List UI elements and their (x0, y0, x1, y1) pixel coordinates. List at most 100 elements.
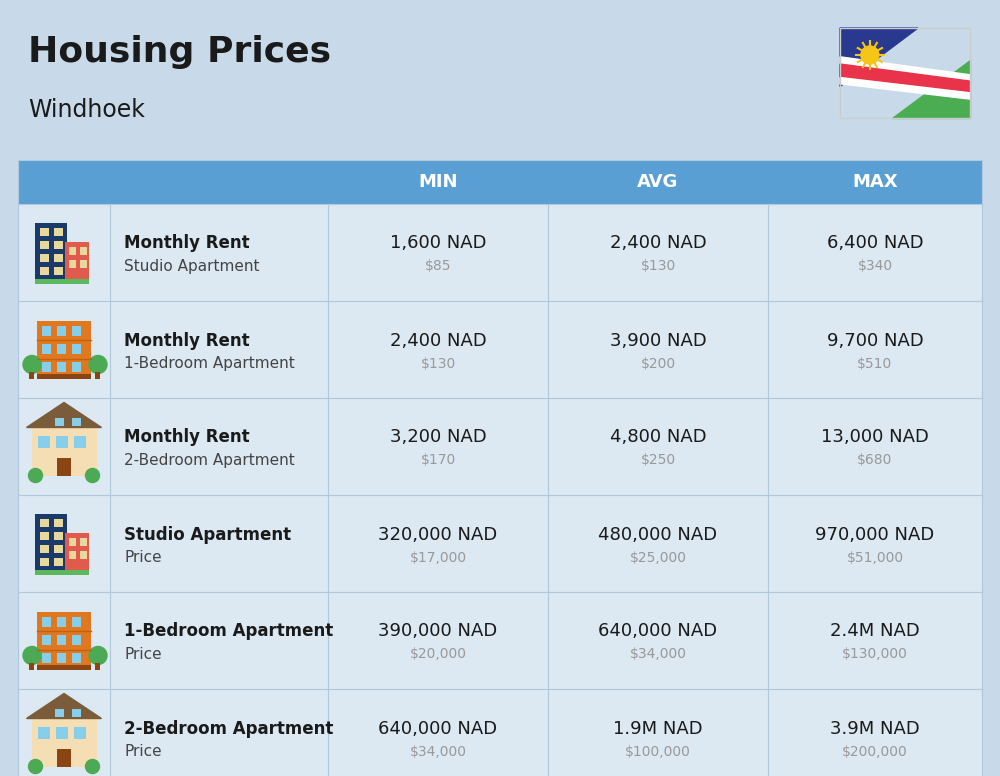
FancyBboxPatch shape (54, 266, 63, 275)
Circle shape (23, 355, 41, 373)
FancyBboxPatch shape (32, 719, 96, 767)
Circle shape (89, 646, 107, 664)
FancyBboxPatch shape (72, 344, 81, 354)
FancyBboxPatch shape (54, 557, 63, 566)
FancyBboxPatch shape (18, 204, 982, 301)
Text: Price: Price (124, 550, 162, 565)
FancyBboxPatch shape (57, 325, 66, 335)
FancyBboxPatch shape (29, 663, 34, 670)
Text: 3,900 NAD: 3,900 NAD (610, 331, 706, 349)
FancyBboxPatch shape (54, 241, 63, 248)
FancyBboxPatch shape (32, 428, 96, 476)
FancyBboxPatch shape (57, 458, 71, 476)
FancyBboxPatch shape (72, 616, 81, 626)
Text: $130: $130 (420, 356, 456, 370)
Circle shape (86, 760, 100, 774)
Circle shape (89, 355, 107, 373)
Text: $85: $85 (425, 259, 451, 273)
Circle shape (28, 760, 42, 774)
Text: 2-Bedroom Apartment: 2-Bedroom Apartment (124, 453, 295, 468)
FancyBboxPatch shape (18, 689, 982, 776)
FancyBboxPatch shape (57, 362, 66, 372)
Text: $34,000: $34,000 (630, 647, 686, 661)
Text: $100,000: $100,000 (625, 744, 691, 758)
FancyBboxPatch shape (40, 518, 49, 526)
Text: AVG: AVG (637, 173, 679, 191)
FancyBboxPatch shape (72, 635, 81, 645)
Polygon shape (840, 57, 970, 81)
FancyBboxPatch shape (29, 372, 34, 379)
Text: 1,600 NAD: 1,600 NAD (390, 234, 486, 252)
FancyBboxPatch shape (57, 653, 66, 663)
FancyBboxPatch shape (40, 254, 49, 262)
Polygon shape (52, 415, 68, 425)
FancyBboxPatch shape (18, 592, 982, 689)
FancyBboxPatch shape (72, 325, 81, 335)
Text: 480,000 NAD: 480,000 NAD (598, 525, 718, 543)
FancyBboxPatch shape (42, 653, 51, 663)
FancyBboxPatch shape (40, 557, 49, 566)
Text: Studio Apartment: Studio Apartment (124, 259, 260, 274)
Polygon shape (69, 415, 85, 425)
FancyBboxPatch shape (37, 373, 91, 379)
FancyBboxPatch shape (42, 325, 51, 335)
Polygon shape (840, 64, 970, 93)
Text: $170: $170 (420, 453, 456, 467)
Text: 970,000 NAD: 970,000 NAD (815, 525, 935, 543)
FancyBboxPatch shape (54, 518, 63, 526)
FancyBboxPatch shape (35, 279, 67, 283)
FancyBboxPatch shape (18, 398, 982, 495)
FancyBboxPatch shape (35, 570, 67, 574)
FancyBboxPatch shape (40, 532, 49, 539)
Text: Housing Prices: Housing Prices (28, 35, 331, 69)
FancyBboxPatch shape (72, 653, 81, 663)
Polygon shape (840, 78, 970, 99)
FancyBboxPatch shape (40, 241, 49, 248)
Polygon shape (26, 694, 102, 719)
FancyBboxPatch shape (65, 279, 89, 283)
Circle shape (28, 469, 42, 483)
FancyBboxPatch shape (40, 227, 49, 235)
Polygon shape (26, 403, 102, 428)
Text: Price: Price (124, 744, 162, 759)
Circle shape (86, 469, 100, 483)
Text: 2-Bedroom Apartment: 2-Bedroom Apartment (124, 719, 333, 737)
FancyBboxPatch shape (69, 260, 76, 268)
FancyBboxPatch shape (37, 611, 91, 670)
FancyBboxPatch shape (72, 708, 81, 716)
Text: 320,000 NAD: 320,000 NAD (378, 525, 498, 543)
FancyBboxPatch shape (40, 266, 49, 275)
Text: 1-Bedroom Apartment: 1-Bedroom Apartment (124, 356, 295, 371)
Polygon shape (52, 706, 68, 716)
Circle shape (861, 46, 879, 64)
Text: 2,400 NAD: 2,400 NAD (390, 331, 486, 349)
Text: 390,000 NAD: 390,000 NAD (378, 622, 498, 640)
Text: 640,000 NAD: 640,000 NAD (378, 719, 498, 737)
Text: $510: $510 (857, 356, 893, 370)
FancyBboxPatch shape (18, 301, 982, 398)
Text: $20,000: $20,000 (410, 647, 466, 661)
FancyBboxPatch shape (72, 362, 81, 372)
Text: $17,000: $17,000 (409, 550, 467, 564)
FancyBboxPatch shape (18, 160, 982, 204)
Text: 640,000 NAD: 640,000 NAD (598, 622, 718, 640)
FancyBboxPatch shape (54, 532, 63, 539)
FancyBboxPatch shape (69, 538, 76, 546)
FancyBboxPatch shape (37, 320, 91, 379)
Text: 2.4M NAD: 2.4M NAD (830, 622, 920, 640)
FancyBboxPatch shape (54, 227, 63, 235)
Text: 3,200 NAD: 3,200 NAD (390, 428, 486, 446)
FancyBboxPatch shape (37, 664, 91, 670)
Text: $200,000: $200,000 (842, 744, 908, 758)
FancyBboxPatch shape (55, 708, 64, 716)
Polygon shape (69, 706, 85, 716)
FancyBboxPatch shape (69, 247, 76, 255)
Text: $200: $200 (640, 356, 676, 370)
FancyBboxPatch shape (57, 749, 71, 767)
Text: 13,000 NAD: 13,000 NAD (821, 428, 929, 446)
Text: $130,000: $130,000 (842, 647, 908, 661)
FancyBboxPatch shape (35, 223, 67, 282)
Text: $680: $680 (857, 453, 893, 467)
FancyBboxPatch shape (42, 344, 51, 354)
Text: 3.9M NAD: 3.9M NAD (830, 719, 920, 737)
